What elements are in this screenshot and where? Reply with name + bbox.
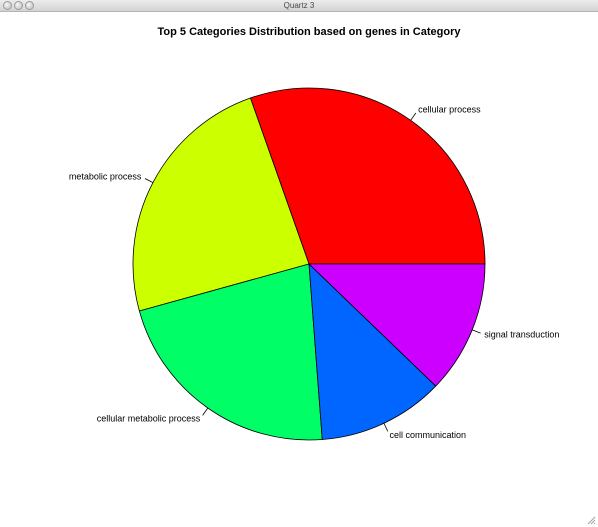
pie-label-cellular-metabolic-process: cellular metabolic process [97, 414, 201, 424]
window-titlebar[interactable]: Quartz 3 [0, 0, 598, 12]
pie-slice-signal-transduction [308, 263, 486, 387]
pie-label-metabolic-process: metabolic process [69, 172, 142, 182]
resize-grip-icon[interactable] [587, 516, 596, 525]
minimize-window-icon[interactable] [14, 1, 23, 10]
pie-slices [132, 87, 486, 441]
pie-label-cell-communication: cell communication [389, 430, 466, 440]
pie-tick-cellular-process [410, 112, 417, 121]
pie-labels: cellular process metabolic process cellula… [69, 105, 559, 440]
pie-tick-cell-communication [383, 423, 389, 432]
pie-chart: Top 5 Categories Distribution based on g… [69, 26, 559, 441]
pie-label-ticks [144, 112, 481, 432]
close-window-icon[interactable] [3, 1, 12, 10]
pie-label-cellular-process: cellular process [418, 105, 481, 115]
chart-title: Top 5 Categories Distribution based on g… [158, 26, 462, 38]
zoom-window-icon[interactable] [25, 1, 34, 10]
pie-tick-cellular-metabolic-process [202, 407, 209, 416]
pie-slice-cell-communication [308, 262, 437, 440]
pie-tick-signal-transduction [472, 329, 481, 334]
pie-label-signal-transduction: signal transduction [484, 330, 559, 340]
pie-slice-cellular-process [249, 87, 486, 265]
pie-tick-metabolic-process [144, 178, 154, 183]
window-title: Quartz 3 [283, 1, 315, 10]
